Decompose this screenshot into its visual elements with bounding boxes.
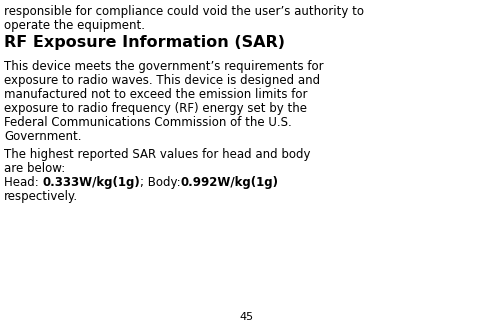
Text: responsible for compliance could void the user’s authority to: responsible for compliance could void th… — [4, 5, 364, 18]
Text: exposure to radio waves. This device is designed and: exposure to radio waves. This device is … — [4, 74, 320, 87]
Text: RF Exposure Information (SAR): RF Exposure Information (SAR) — [4, 35, 285, 50]
Text: manufactured not to exceed the emission limits for: manufactured not to exceed the emission … — [4, 88, 308, 101]
Text: Government.: Government. — [4, 130, 81, 143]
Text: 0.333W/kg(1g): 0.333W/kg(1g) — [42, 176, 140, 189]
Text: respectively.: respectively. — [4, 190, 78, 203]
Text: 0.992W/kg(1g): 0.992W/kg(1g) — [181, 176, 279, 189]
Text: operate the equipment.: operate the equipment. — [4, 19, 145, 32]
Text: exposure to radio frequency (RF) energy set by the: exposure to radio frequency (RF) energy … — [4, 102, 307, 115]
Text: ; Body:: ; Body: — [140, 176, 181, 189]
Text: 45: 45 — [239, 312, 253, 322]
Text: Federal Communications Commission of the U.S.: Federal Communications Commission of the… — [4, 116, 292, 129]
Text: The highest reported SAR values for head and body: The highest reported SAR values for head… — [4, 148, 311, 161]
Text: Head:: Head: — [4, 176, 42, 189]
Text: are below:: are below: — [4, 162, 65, 175]
Text: This device meets the government’s requirements for: This device meets the government’s requi… — [4, 60, 323, 73]
